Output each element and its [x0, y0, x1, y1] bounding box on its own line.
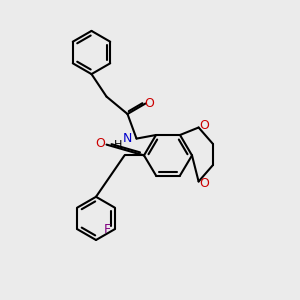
Text: O: O	[96, 136, 105, 150]
Text: O: O	[199, 177, 209, 190]
Text: O: O	[199, 118, 209, 132]
Text: N: N	[123, 131, 132, 145]
Text: O: O	[144, 97, 154, 110]
Text: H: H	[114, 140, 123, 150]
Text: F: F	[103, 223, 111, 236]
